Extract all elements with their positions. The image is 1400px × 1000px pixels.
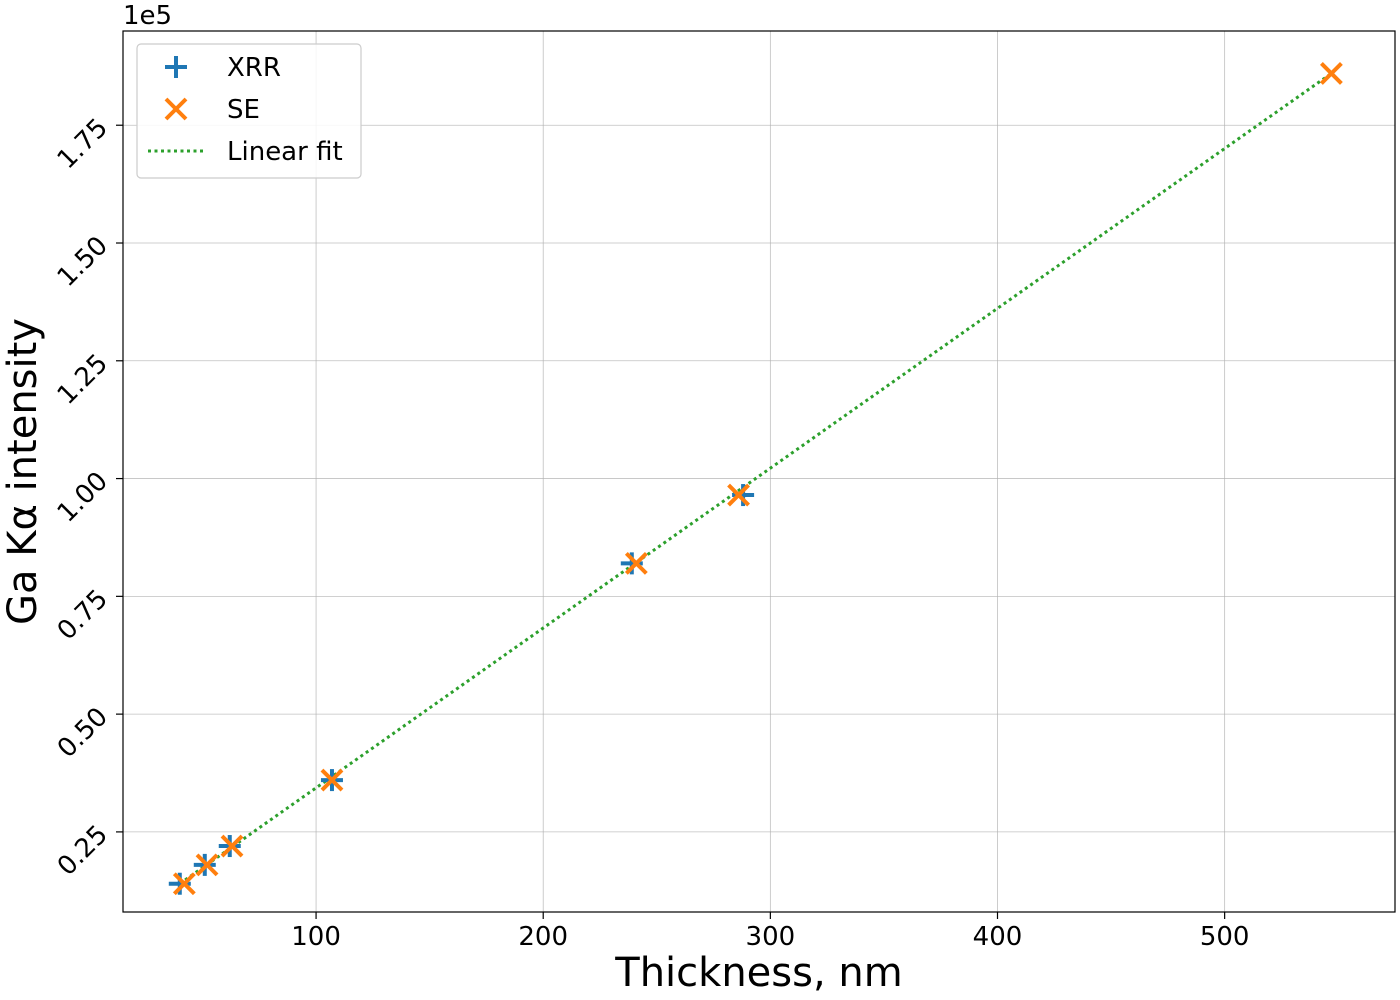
legend-entry-se: SE: [164, 95, 260, 125]
se-point: [172, 872, 196, 896]
plot-area: [122, 30, 1396, 913]
se-point: [320, 768, 344, 792]
legend-label: SE: [227, 95, 260, 125]
y-tick-label: 1.75: [52, 113, 114, 175]
x-axis-title: Thickness, nm: [614, 950, 902, 996]
data-points-layer: [168, 61, 1343, 896]
se-marker: [195, 853, 219, 877]
linear-fit-line: [178, 72, 1333, 885]
y-tick-label: 1.50: [52, 231, 114, 293]
legend-entry-linear-fit: Linear fit: [148, 137, 343, 167]
se-marker: [172, 872, 196, 896]
legend: XRR SE Linear fit: [136, 43, 362, 179]
y-tick-label: 1.00: [52, 466, 114, 528]
xrr-point: [620, 552, 643, 575]
y-tick-label: 0.25: [52, 820, 114, 882]
xrr-point: [168, 872, 191, 895]
legend-entry-xrr: XRR: [165, 53, 281, 83]
se-marker: [320, 768, 344, 792]
x-tick-label: 300: [746, 922, 796, 952]
se-marker: [220, 834, 244, 858]
se-point: [220, 834, 244, 858]
se-point: [624, 551, 648, 575]
legend-se-marker: [164, 97, 188, 121]
legend-label: Linear fit: [227, 137, 343, 167]
se-point: [727, 483, 750, 507]
linear-fit-layer: [178, 72, 1333, 885]
x-tick-label: 400: [973, 922, 1023, 952]
xrr-point: [732, 484, 755, 507]
x-tick-label: 100: [291, 922, 341, 952]
y-axis-title: Ga Kα intensity: [0, 318, 46, 625]
se-point: [195, 853, 219, 877]
x-tick-label: 200: [518, 922, 568, 952]
y-tick-label: 0.75: [52, 584, 114, 646]
x-tick-label: 500: [1200, 922, 1250, 952]
legend-box: [136, 43, 362, 179]
se-marker: [1319, 61, 1343, 85]
y-axis-offset-label: 1e5: [123, 1, 172, 31]
se-marker: [727, 483, 750, 507]
se-marker: [624, 551, 648, 575]
y-tick-label: 1.25: [52, 349, 114, 411]
se-point: [1319, 61, 1343, 85]
x-axis: 100 200 300 400 500: [291, 912, 1249, 952]
legend-label: XRR: [227, 53, 281, 83]
y-tick-label: 0.50: [52, 702, 114, 764]
y-axis: 0.25 0.50 0.75 1.00 1.25 1.50 1.75: [52, 113, 123, 882]
